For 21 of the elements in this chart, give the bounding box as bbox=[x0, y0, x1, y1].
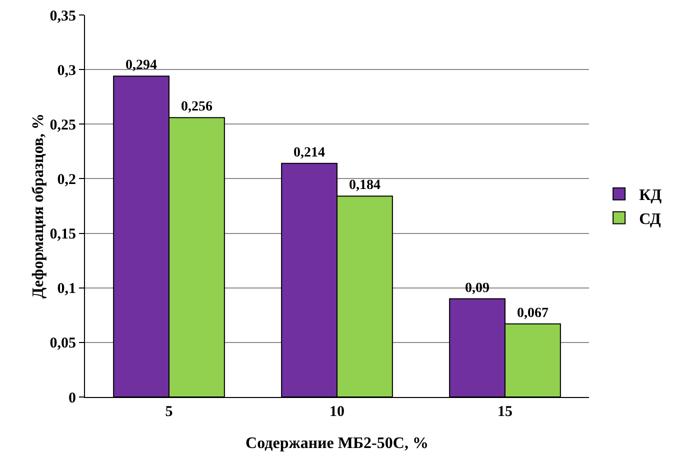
y-axis-title: Деформация образцов, % bbox=[30, 114, 47, 298]
data-label: 0,184 bbox=[348, 178, 380, 194]
y-tick-label: 0,05 bbox=[50, 336, 76, 352]
y-tick-label: 0,3 bbox=[57, 62, 76, 79]
y-tick-label: 0,1 bbox=[57, 281, 76, 298]
y-tick-label: 0,2 bbox=[57, 172, 76, 188]
data-label: 0,214 bbox=[294, 145, 326, 160]
legend-label: КД bbox=[639, 187, 662, 204]
data-label: 0,294 bbox=[126, 58, 158, 74]
y-tick-label: 0,15 bbox=[50, 226, 76, 243]
x-axis-title: Содержание МБ2-50С, % bbox=[246, 435, 428, 452]
y-tick-label: 0 bbox=[68, 390, 76, 406]
x-tick-label: 15 bbox=[498, 404, 512, 420]
y-tick-label: 0,25 bbox=[50, 117, 76, 134]
data-label: 0,09 bbox=[465, 280, 490, 296]
y-tick-label: 0,35 bbox=[50, 8, 76, 24]
x-tick-label: 10 bbox=[330, 404, 344, 420]
x-tick-label: 5 bbox=[165, 404, 173, 420]
data-label: 0,067 bbox=[516, 306, 548, 321]
legend-label: СД bbox=[639, 210, 661, 228]
data-label: 0,256 bbox=[180, 100, 212, 115]
